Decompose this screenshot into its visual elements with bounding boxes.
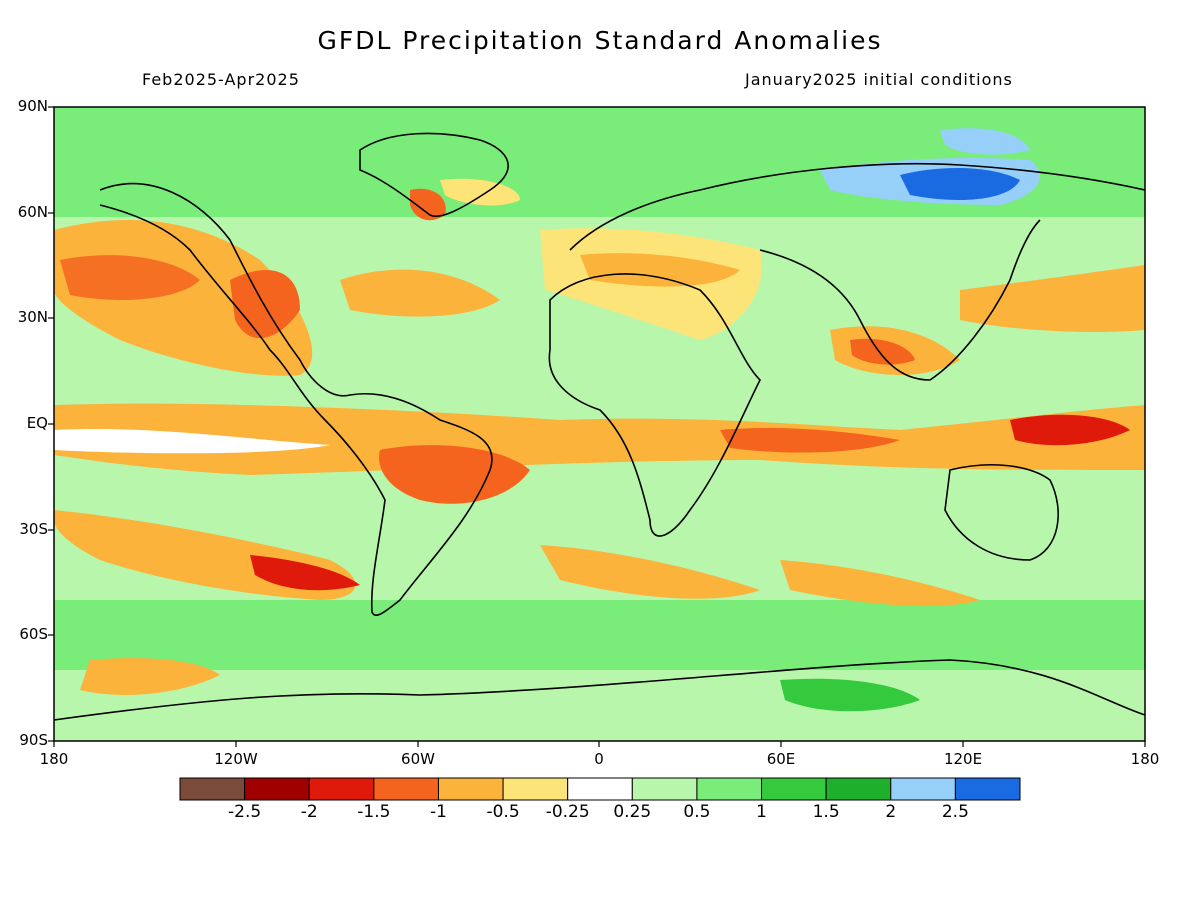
colorbar [179,777,1021,801]
forecast-period: Feb2025-Apr2025 [142,70,300,89]
map-title: GFDL Precipitation Standard Anomalies [317,26,883,55]
colorbar-swatch [825,777,892,801]
lat-label-90n: 90N [17,97,48,115]
initial-conditions-note: January2025 initial conditions [745,70,1013,89]
lon-label-180e: 180 [1130,750,1160,768]
lat-label-60s: 60S [19,625,48,643]
colorbar-swatch [890,777,956,801]
colorbar-swatch [502,777,569,801]
coastlines [53,132,1146,721]
colorbar-swatch [954,777,1021,801]
lat-label-30n: 30N [17,308,48,326]
lon-label-60w: 60W [401,750,435,768]
colorbar-swatch [244,777,310,801]
lon-label-60e: 60E [766,750,796,768]
lon-label-0: 0 [594,750,604,768]
lon-label-120w: 120W [214,750,258,768]
colorbar-label: 1.5 [812,802,840,822]
colorbar-label: -1 [429,802,447,822]
colorbar-swatch [308,777,375,801]
colorbar-swatch [179,777,246,801]
lat-label-eq: EQ [26,414,48,432]
lat-label-90s: 90S [19,731,48,749]
colorbar-swatch [437,777,504,801]
lat-label-60n: 60N [17,203,48,221]
colorbar-swatch [761,777,827,801]
lon-label-180w: 180 [39,750,69,768]
colorbar-swatch [373,777,439,801]
anomaly-field [54,107,1145,741]
colorbar-label: -1.5 [357,802,391,822]
colorbar-label: 0.25 [613,802,652,822]
lon-label-120e: 120E [943,750,983,768]
colorbar-label: -2.5 [228,802,262,822]
colorbar-label: 1 [756,802,767,822]
lat-label-30s: 30S [19,520,48,538]
colorbar-label: -0.5 [486,802,520,822]
colorbar-label: 2 [885,802,897,822]
colorbar-label: 2.5 [941,802,969,822]
colorbar-label: -2 [300,802,318,822]
colorbar-label: -0.25 [545,802,590,822]
axis-ticks [48,106,1146,747]
colorbar-swatch [631,777,698,801]
colorbar-swatch [567,777,633,801]
colorbar-label: 0.5 [683,802,711,822]
colorbar-swatch [696,777,763,801]
